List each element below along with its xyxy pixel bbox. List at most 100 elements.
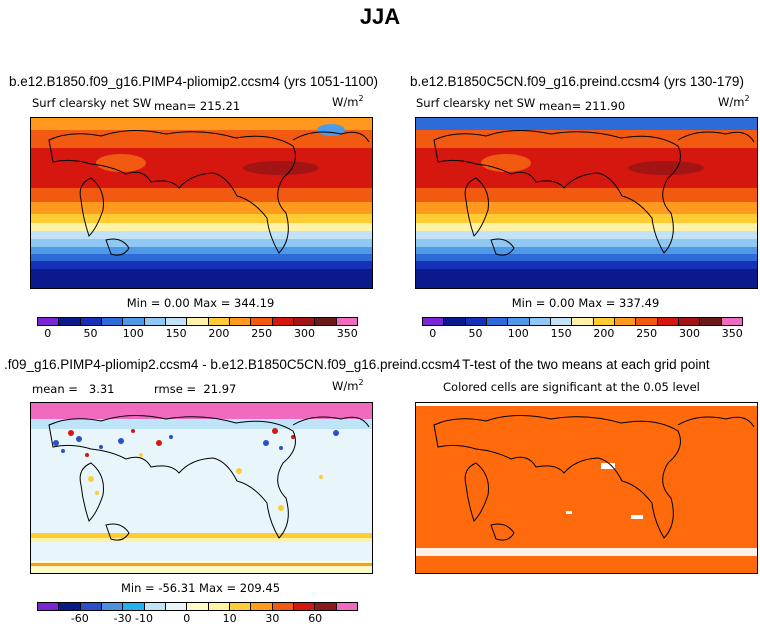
- colorbar-swatch: [187, 603, 209, 610]
- colorbar: [37, 602, 358, 611]
- variable-label: Surf clearsky net SW: [416, 96, 536, 110]
- units-label: W/m2: [718, 94, 750, 109]
- colorbar-swatch: [315, 318, 337, 325]
- min-max-readout: Min = -56.31 Max = 209.45: [120, 581, 281, 595]
- min-max-readout: Min = 0.00 Max = 337.49: [511, 296, 660, 310]
- colorbar-swatch: [80, 603, 102, 610]
- colorbar-swatch: [38, 603, 60, 610]
- figure-title: JJA: [359, 4, 401, 29]
- colorbar-swatch: [721, 318, 742, 325]
- colorbar-swatch: [486, 318, 509, 325]
- colorbar-tick-label: 300: [294, 327, 315, 340]
- colorbar-swatch: [423, 318, 445, 325]
- colorbar-swatch: [272, 603, 294, 610]
- colorbar-tick-label: 60: [308, 612, 323, 625]
- colorbar-tick-label: 150: [550, 327, 572, 340]
- colorbar-swatch: [636, 318, 658, 325]
- colorbar-swatch: [38, 318, 60, 325]
- colorbar-swatch: [59, 318, 81, 325]
- colorbar-swatch: [208, 603, 230, 610]
- mean-readout: mean= 211.90: [539, 99, 626, 113]
- colorbar-swatch: [529, 318, 551, 325]
- colorbar: [37, 317, 358, 326]
- colorbar-tick-label: 350: [336, 327, 358, 340]
- units-label: W/m2: [332, 94, 364, 109]
- colorbar-swatch: [336, 603, 357, 610]
- colorbar-tick-label: 150: [165, 327, 187, 340]
- colorbar-ticks: -60 -30 -10 0 10 30 60: [37, 612, 358, 626]
- significance-map: [416, 403, 757, 573]
- colorbar-swatch: [572, 318, 594, 325]
- colorbar-tick-label: 100: [122, 327, 144, 340]
- colorbar-swatch: [101, 318, 124, 325]
- colorbar-swatch: [59, 603, 81, 610]
- colorbar-swatch: [593, 318, 615, 325]
- colorbar-swatch: [678, 318, 701, 325]
- colorbar-tick-label: 0: [183, 612, 191, 625]
- colorbar-swatch: [336, 318, 357, 325]
- absolute-field-map: [416, 118, 757, 288]
- colorbar-swatch: [272, 318, 294, 325]
- colorbar-swatch: [444, 318, 466, 325]
- colorbar-swatch: [550, 318, 573, 325]
- colorbar-swatch: [144, 603, 166, 610]
- colorbar-tick-label: -10: [135, 612, 153, 625]
- panel-case-title: b.e12.B1850.f09_g16.PIMP4-pliomip2.ccsm4…: [9, 74, 378, 89]
- colorbar-swatch: [165, 603, 188, 610]
- colorbar-swatch: [315, 603, 337, 610]
- colorbar-swatch: [123, 603, 145, 610]
- colorbar-swatch: [293, 603, 316, 610]
- colorbar-tick-label: 300: [679, 327, 700, 340]
- panel-case-title: .f09_g16.PIMP4-pliomip2.ccsm4 - b.e12.B1…: [4, 357, 461, 372]
- mean-readout: mean= 215.21: [154, 99, 241, 113]
- colorbar-swatch: [165, 318, 188, 325]
- colorbar-swatch: [144, 318, 166, 325]
- colorbar-swatch: [101, 603, 124, 610]
- colorbar-swatch: [229, 318, 252, 325]
- colorbar-tick-label: 50: [468, 327, 483, 340]
- colorbar-swatch: [508, 318, 530, 325]
- colorbar-swatch: [187, 318, 209, 325]
- colorbar-tick-label: 200: [208, 327, 230, 340]
- colorbar-swatch: [251, 318, 273, 325]
- colorbar-tick-label: 250: [636, 327, 658, 340]
- map-bottom-right: [415, 402, 758, 574]
- panel-case-title: b.e12.B1850C5CN.f09_g16.preind.ccsm4 (yr…: [410, 74, 744, 89]
- ttest-subtitle: Colored cells are significant at the 0.0…: [443, 380, 700, 394]
- ttest-title: T-test of the two means at each grid poi…: [462, 357, 710, 372]
- colorbar-swatch: [251, 603, 273, 610]
- colorbar: [422, 317, 743, 326]
- colorbar-ticks: 0 50 100 150 200 250 300 350: [37, 327, 358, 341]
- min-max-readout: Min = 0.00 Max = 344.19: [126, 296, 275, 310]
- colorbar-tick-label: 200: [593, 327, 615, 340]
- mean-readout: mean = 3.31: [32, 382, 115, 396]
- colorbar-tick-label: 100: [507, 327, 529, 340]
- colorbar-swatch: [229, 603, 252, 610]
- colorbar-tick-label: -60: [70, 612, 89, 625]
- colorbar-swatch: [700, 318, 722, 325]
- rmse-readout: rmse = 21.97: [154, 382, 237, 396]
- colorbar-tick-label: 350: [721, 327, 743, 340]
- colorbar-tick-label: 0: [429, 327, 437, 340]
- colorbar-tick-label: 10: [222, 612, 237, 625]
- variable-label: Surf clearsky net SW: [32, 96, 152, 110]
- colorbar-swatch: [614, 318, 637, 325]
- colorbar-swatch: [465, 318, 487, 325]
- colorbar-swatch: [123, 318, 145, 325]
- difference-field-map: [31, 403, 372, 573]
- colorbar-swatch: [208, 318, 230, 325]
- map-bottom-left: [30, 402, 373, 574]
- map-top-left: [30, 117, 373, 289]
- colorbar-tick-label: 50: [83, 327, 98, 340]
- colorbar-swatch: [293, 318, 316, 325]
- colorbar-ticks: 0 50 100 150 200 250 300 350: [422, 327, 743, 341]
- colorbar-tick-label: 0: [44, 327, 52, 340]
- colorbar-tick-label: -30: [113, 612, 132, 625]
- colorbar-tick-label: 30: [265, 612, 280, 625]
- colorbar-tick-label: 250: [251, 327, 273, 340]
- units-label: W/m2: [332, 378, 364, 393]
- map-top-right: [415, 117, 758, 289]
- absolute-field-map: [31, 118, 372, 288]
- colorbar-swatch: [657, 318, 679, 325]
- colorbar-swatch: [80, 318, 102, 325]
